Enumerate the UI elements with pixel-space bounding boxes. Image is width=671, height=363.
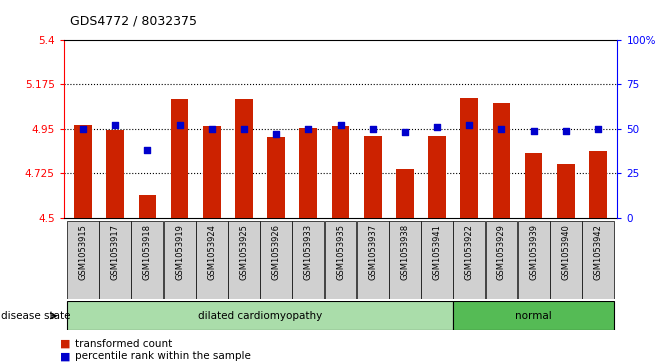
Bar: [299, 128, 317, 218]
Bar: [428, 136, 446, 218]
Bar: [357, 221, 389, 299]
Point: [528, 128, 539, 134]
Text: GSM1053915: GSM1053915: [79, 224, 87, 280]
Bar: [396, 170, 414, 218]
Point: [464, 122, 474, 128]
Bar: [132, 221, 163, 299]
Bar: [139, 195, 156, 218]
Bar: [99, 221, 131, 299]
Point: [142, 147, 153, 153]
Point: [592, 126, 603, 132]
Bar: [235, 99, 253, 218]
Bar: [460, 98, 478, 218]
Bar: [170, 99, 189, 218]
Bar: [331, 126, 350, 218]
Bar: [518, 221, 550, 299]
Text: GSM1053925: GSM1053925: [240, 224, 248, 280]
Bar: [293, 221, 324, 299]
Bar: [260, 221, 292, 299]
Bar: [67, 221, 99, 299]
Text: GSM1053917: GSM1053917: [111, 224, 119, 280]
Bar: [107, 130, 124, 218]
Bar: [421, 221, 453, 299]
Bar: [196, 221, 227, 299]
Text: GSM1053939: GSM1053939: [529, 224, 538, 280]
Text: GSM1053922: GSM1053922: [465, 224, 474, 280]
Point: [496, 126, 507, 132]
Bar: [228, 221, 260, 299]
Bar: [493, 103, 511, 218]
Point: [174, 122, 185, 128]
Bar: [454, 221, 485, 299]
Text: GSM1053942: GSM1053942: [594, 224, 603, 280]
Text: GSM1053935: GSM1053935: [336, 224, 345, 280]
Text: GSM1053941: GSM1053941: [433, 224, 442, 280]
Point: [560, 128, 571, 134]
Bar: [74, 125, 92, 218]
Text: ■: ■: [60, 339, 71, 349]
Text: transformed count: transformed count: [75, 339, 172, 349]
Text: normal: normal: [515, 311, 552, 321]
Point: [431, 124, 442, 130]
Text: GSM1053929: GSM1053929: [497, 224, 506, 280]
Text: dilated cardiomyopathy: dilated cardiomyopathy: [198, 311, 322, 321]
Text: GSM1053919: GSM1053919: [175, 224, 184, 280]
Text: GDS4772 / 8032375: GDS4772 / 8032375: [70, 14, 197, 27]
Bar: [525, 152, 542, 218]
Text: GSM1053940: GSM1053940: [562, 224, 570, 280]
Bar: [325, 221, 356, 299]
Text: GSM1053938: GSM1053938: [401, 224, 409, 280]
Bar: [486, 221, 517, 299]
Text: GSM1053918: GSM1053918: [143, 224, 152, 280]
Bar: [67, 301, 453, 330]
Bar: [364, 136, 382, 218]
Bar: [203, 126, 221, 218]
Point: [336, 122, 346, 128]
Bar: [557, 164, 574, 218]
Point: [367, 126, 378, 132]
Point: [78, 126, 89, 132]
Text: ■: ■: [60, 351, 71, 362]
Point: [303, 126, 314, 132]
Text: GSM1053924: GSM1053924: [207, 224, 216, 280]
Text: GSM1053933: GSM1053933: [304, 224, 313, 280]
Bar: [267, 137, 285, 218]
Bar: [164, 221, 195, 299]
Point: [271, 131, 282, 137]
Point: [207, 126, 217, 132]
Point: [110, 122, 121, 128]
Point: [399, 130, 410, 135]
Bar: [550, 221, 582, 299]
Text: percentile rank within the sample: percentile rank within the sample: [75, 351, 251, 362]
Text: disease state: disease state: [1, 311, 71, 321]
Text: GSM1053937: GSM1053937: [368, 224, 377, 280]
Bar: [582, 221, 614, 299]
Bar: [453, 301, 614, 330]
Bar: [389, 221, 421, 299]
Bar: [589, 151, 607, 218]
Point: [239, 126, 250, 132]
Text: GSM1053926: GSM1053926: [272, 224, 280, 280]
